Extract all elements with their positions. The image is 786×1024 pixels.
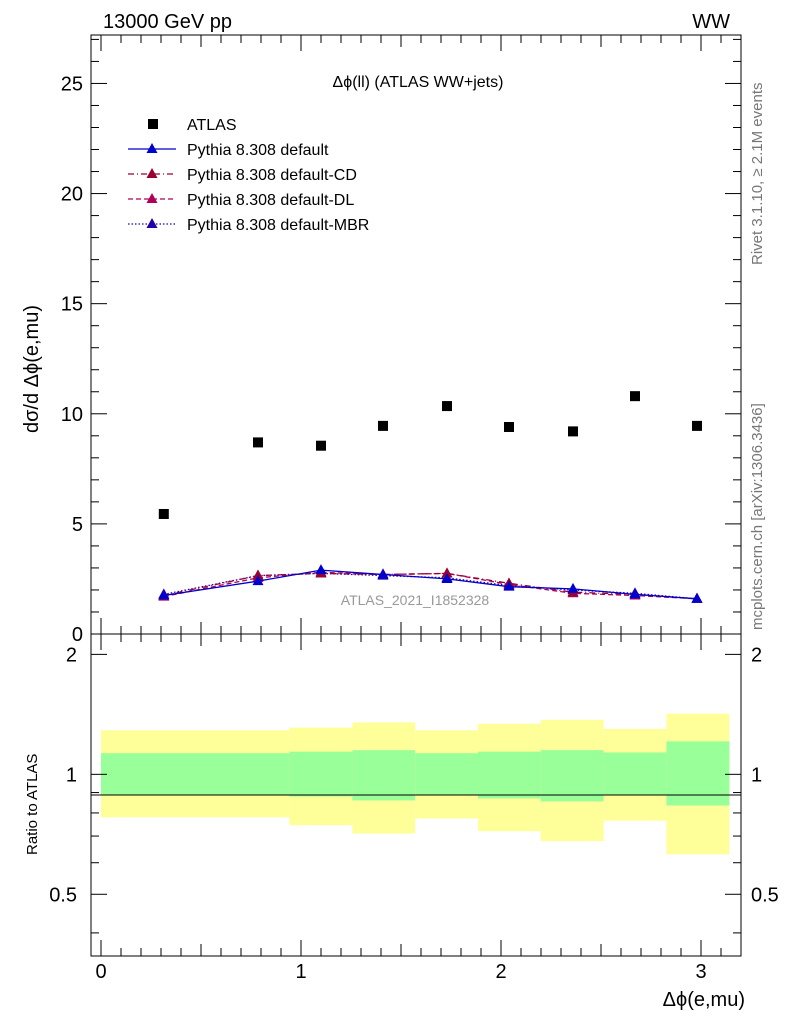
main-title: Δϕ(ll) (ATLAS WW+jets)	[333, 74, 504, 91]
series-point-1	[252, 575, 264, 586]
ratio-bands	[101, 713, 730, 855]
ratio-y-tick-label-right: 0.5	[751, 884, 779, 906]
legend-label: Pythia 8.308 default-DL	[187, 192, 354, 209]
atlas-data-point	[253, 437, 263, 448]
series-point-1	[315, 564, 327, 575]
ratio-inner-band	[478, 751, 541, 799]
series-point-1	[158, 589, 170, 600]
main-data-marks	[158, 391, 703, 603]
atlas-data-point	[630, 391, 640, 402]
ratio-inner-band	[101, 753, 290, 795]
main-y-axis-label: dσ/d Δϕ(e,mu)	[21, 305, 43, 433]
ratio-plot-frame	[90, 633, 742, 957]
legend-marker-2	[146, 168, 158, 178]
atlas-data-point	[442, 401, 452, 412]
ratio-y-tick-label-left: 1	[66, 764, 77, 786]
rivet-version-label: Rivet 3.1.10, ≥ 2.1M events	[749, 83, 766, 266]
ratio-y-axis-label: Ratio to ATLAS	[24, 754, 41, 855]
legend-marker-4	[146, 218, 158, 228]
series-point-1	[441, 572, 453, 583]
x-axis-label: Δϕ(e,mu)	[663, 989, 745, 1011]
main-y-tick-label: 20	[61, 184, 83, 206]
legend-label: Pythia 8.308 default	[187, 142, 329, 159]
header-process-label: WW	[692, 11, 730, 33]
atlas-data-point	[568, 426, 578, 437]
ratio-y-tick-label-right: 2	[751, 644, 762, 666]
ratio-inner-band	[540, 750, 604, 802]
ratio-y-tick-label-right: 1	[751, 764, 762, 786]
series-line-2	[163, 572, 698, 600]
x-tick-label: 0	[95, 961, 106, 983]
series-point-1	[567, 582, 579, 593]
legend-label: Pythia 8.308 default-MBR	[187, 217, 369, 234]
main-y-tick-label: 15	[61, 294, 83, 316]
analysis-label: ATLAS_2021_I1852328	[341, 592, 490, 608]
source-url-label: mcplots.cern.ch [arXiv:1306.3436]	[749, 403, 766, 630]
legend: ATLAS Pythia 8.308 default Pythia 8.308 de…	[128, 117, 369, 234]
legend-label: ATLAS	[187, 117, 237, 134]
main-y-tick-label: 10	[61, 404, 83, 426]
legend-marker-1	[146, 143, 158, 153]
ratio-inner-band	[415, 753, 478, 795]
atlas-data-point	[692, 420, 702, 431]
main-y-tick-label: 0	[72, 624, 83, 646]
atlas-data-point	[316, 440, 326, 451]
ratio-inner-band	[352, 750, 416, 801]
main-panel: 0 5 10 15 20 25 Δϕ(ll) (ATLAS WW+jets) dσ/d Δ…	[21, 34, 742, 646]
ratio-y-tick-label-left: 2	[66, 644, 77, 666]
ratio-inner-band	[603, 752, 667, 796]
ratio-axis-ticks: 0.5 1 2 0.5 1 2 0 1 2 3	[49, 634, 779, 983]
ratio-inner-band	[289, 751, 353, 797]
x-tick-label: 1	[295, 961, 306, 983]
legend-label: Pythia 8.308 default-CD	[187, 167, 357, 184]
legend-marker-atlas	[148, 119, 158, 129]
series-point-1	[503, 580, 515, 591]
main-axis-ticks: 0 5 10 15 20 25	[61, 35, 742, 646]
ratio-inner-band	[666, 741, 730, 806]
legend-marker-3	[146, 193, 158, 203]
ratio-y-tick-label-left: 0.5	[49, 884, 77, 906]
atlas-data-point	[504, 421, 514, 432]
main-y-tick-label: 25	[61, 73, 83, 95]
atlas-data-point	[158, 508, 169, 519]
series-point-1	[629, 588, 641, 599]
atlas-data-point	[378, 420, 388, 431]
series-point-1	[377, 568, 389, 579]
main-y-tick-label: 5	[72, 514, 83, 536]
series-point-1	[691, 592, 703, 603]
header-energy-label: 13000 GeV pp	[103, 11, 232, 33]
x-tick-label: 2	[495, 961, 506, 983]
series-point-2	[441, 567, 453, 578]
ratio-panel: 0.5 1 2 0.5 1 2 0 1 2 3 Ratio to ATLAS Δϕ(e,mu)	[24, 633, 779, 1011]
x-tick-label: 3	[695, 961, 706, 983]
series-point-2	[252, 569, 264, 580]
